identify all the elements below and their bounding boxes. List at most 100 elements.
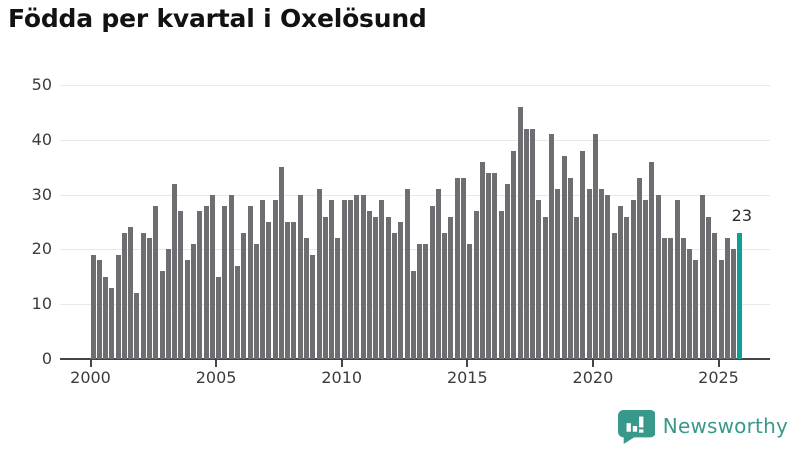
bar bbox=[341, 200, 347, 359]
bar bbox=[354, 194, 360, 359]
bar bbox=[586, 189, 592, 359]
bar bbox=[461, 178, 467, 359]
x-tick-label: 2025 bbox=[698, 368, 739, 387]
y-gridline bbox=[60, 139, 770, 141]
bar bbox=[90, 254, 96, 359]
x-tick-label: 2005 bbox=[195, 368, 237, 387]
bar bbox=[347, 200, 353, 359]
bar bbox=[121, 232, 127, 359]
bar bbox=[473, 211, 479, 359]
x-tick-mark bbox=[89, 360, 92, 367]
bar bbox=[687, 249, 693, 359]
bar bbox=[423, 243, 429, 359]
bar bbox=[291, 222, 297, 359]
bar bbox=[555, 189, 561, 359]
bar bbox=[636, 178, 642, 359]
bar bbox=[115, 254, 121, 359]
bar bbox=[561, 156, 567, 359]
bar bbox=[103, 276, 109, 359]
bar bbox=[523, 128, 529, 359]
bar bbox=[567, 178, 573, 359]
bar bbox=[542, 216, 548, 359]
bar bbox=[580, 150, 586, 359]
bar bbox=[498, 211, 504, 359]
bar bbox=[241, 232, 247, 359]
bar bbox=[530, 128, 536, 359]
bar bbox=[398, 222, 404, 359]
bar bbox=[643, 200, 649, 359]
value-annotation: 23 bbox=[731, 205, 752, 225]
bar bbox=[486, 172, 492, 359]
bar bbox=[134, 293, 140, 359]
bar bbox=[222, 205, 228, 359]
bar bbox=[410, 271, 416, 359]
bar bbox=[417, 243, 423, 359]
bar bbox=[536, 200, 542, 359]
bar bbox=[172, 183, 178, 359]
bar bbox=[153, 205, 159, 359]
bar bbox=[731, 249, 737, 359]
bar bbox=[624, 216, 630, 359]
bar bbox=[304, 238, 310, 359]
x-tick-mark bbox=[717, 360, 720, 367]
page-title: Födda per kvartal i Oxelösund bbox=[8, 4, 427, 33]
bar bbox=[724, 238, 730, 359]
bar bbox=[285, 222, 291, 359]
bar bbox=[618, 205, 624, 359]
y-tick-label: 50 bbox=[31, 75, 52, 94]
brand-logo[interactable]: Newsworthy bbox=[617, 408, 788, 444]
bar bbox=[511, 150, 517, 359]
bar bbox=[379, 200, 385, 359]
bar bbox=[96, 260, 102, 359]
bar bbox=[574, 216, 580, 359]
bar bbox=[266, 222, 272, 359]
bar bbox=[442, 232, 448, 359]
x-tick-label: 2010 bbox=[321, 368, 363, 387]
bar bbox=[322, 216, 328, 359]
bar bbox=[630, 200, 636, 359]
bar bbox=[492, 172, 498, 359]
bar bbox=[517, 106, 523, 359]
bar bbox=[467, 243, 473, 359]
bar bbox=[234, 265, 240, 359]
y-gridline bbox=[60, 249, 770, 251]
bar bbox=[404, 189, 410, 359]
bar bbox=[429, 205, 435, 359]
bar bbox=[165, 249, 171, 359]
brand-name: Newsworthy bbox=[662, 414, 788, 438]
y-tick-label: 0 bbox=[41, 349, 52, 368]
bar bbox=[592, 134, 598, 359]
bar bbox=[310, 254, 316, 359]
bar bbox=[504, 183, 510, 359]
highlight-bar bbox=[737, 232, 743, 359]
x-tick-label: 2000 bbox=[70, 368, 111, 387]
bar bbox=[699, 194, 705, 359]
bar bbox=[128, 227, 134, 359]
bar bbox=[680, 238, 686, 359]
bar bbox=[316, 189, 322, 359]
bar bbox=[655, 194, 661, 359]
bar bbox=[190, 243, 196, 359]
bar bbox=[335, 238, 341, 359]
bar bbox=[599, 189, 605, 359]
bar bbox=[373, 216, 379, 359]
bar bbox=[297, 194, 303, 359]
bar bbox=[649, 161, 655, 359]
bar bbox=[203, 205, 209, 359]
bar bbox=[693, 260, 699, 359]
bar bbox=[216, 276, 222, 359]
bar bbox=[611, 232, 617, 359]
x-tick-mark bbox=[466, 360, 469, 367]
x-tick-label: 2015 bbox=[446, 368, 488, 387]
bar bbox=[712, 232, 718, 359]
y-gridline bbox=[60, 85, 770, 86]
bar bbox=[605, 194, 611, 359]
bar bbox=[247, 205, 253, 359]
y-tick-label: 30 bbox=[31, 184, 52, 204]
bar bbox=[140, 232, 146, 359]
bar bbox=[391, 232, 397, 359]
bar bbox=[705, 216, 711, 359]
bar bbox=[435, 189, 441, 359]
bar bbox=[674, 200, 680, 359]
